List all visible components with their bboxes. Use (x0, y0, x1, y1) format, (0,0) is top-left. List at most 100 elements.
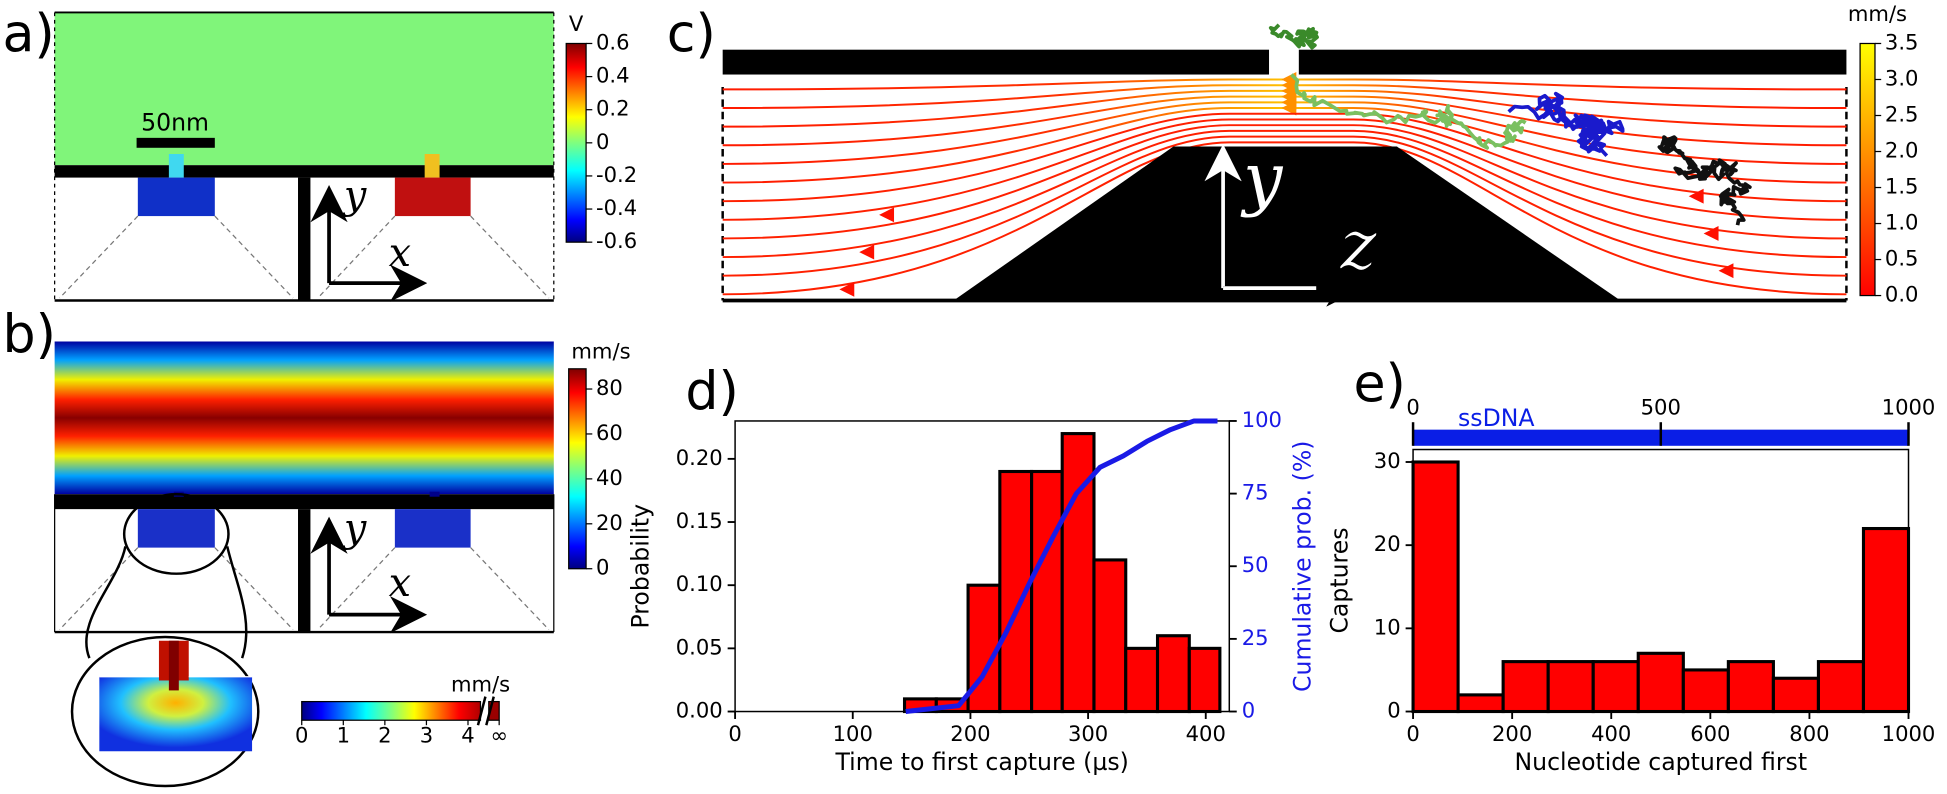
bar (1030, 469, 1064, 714)
panel-c-scene (721, 72, 1848, 301)
colorbar-tick-label: 0.6 (596, 29, 630, 54)
colorbar-tick-label: -0.2 (596, 162, 637, 187)
y-tick-label: 0.20 (676, 445, 723, 470)
colorbar-unit: mm/s (1848, 1, 1907, 26)
bar (1501, 660, 1550, 714)
y2-tick-label: 50 (1242, 552, 1269, 577)
axis-label: y (1240, 138, 1283, 219)
colorbar-tick-label: 1.0 (1885, 210, 1919, 235)
panel-a-scene (54, 11, 555, 302)
scale-bar-label: 50nm (141, 109, 209, 137)
panel-b-scene (54, 341, 555, 788)
streamline (722, 95, 1847, 147)
x-tick-label: 300 (1068, 721, 1108, 746)
bar (1816, 660, 1866, 714)
polymer (1290, 73, 1527, 150)
panel-label: b) (2, 305, 55, 365)
colorbar-tick-label: -0.4 (596, 195, 637, 220)
colorbar-unit: mm/s (571, 339, 630, 364)
panel-label: e) (1353, 354, 1405, 414)
panel-label: c) (667, 4, 716, 64)
bar (1771, 676, 1820, 714)
panel-label: a) (2, 4, 54, 64)
y-tick-label: 30 (1374, 448, 1401, 473)
colorbar-tick-label: 20 (596, 510, 623, 535)
x-tick-label: 0 (1406, 721, 1419, 746)
colorbar-tick-label: 3.5 (1885, 29, 1919, 54)
axis-label: z (1339, 205, 1377, 286)
colorbar-tick-label: 2.5 (1885, 102, 1919, 127)
flow-arrow (1703, 226, 1719, 241)
colorbar-tick-label: 0 (295, 722, 308, 747)
colorbar (565, 42, 587, 243)
flow-arrow (1281, 100, 1297, 116)
colorbar-tick-label: 0 (596, 555, 609, 580)
x-tick-label: 0 (728, 721, 741, 746)
y-tick-label: 0.10 (676, 571, 723, 596)
flow-arrow (839, 281, 855, 297)
axes-frame (1412, 448, 1910, 713)
axis-label: x (389, 230, 411, 276)
y2-tick-label: 0 (1242, 698, 1255, 723)
bar (1155, 634, 1191, 714)
x-tick-label: 400 (1591, 721, 1631, 746)
y-axis-label: Probability (626, 504, 654, 629)
x-tick-label: 800 (1789, 721, 1829, 746)
axis-break (476, 696, 495, 726)
bar (1187, 646, 1222, 714)
axis-label: y (342, 505, 367, 551)
x-tick-label: 200 (1492, 721, 1532, 746)
x-tick-label: 600 (1690, 721, 1730, 746)
y2-tick-label: 25 (1242, 625, 1269, 650)
colorbar-tick-label: 40 (596, 465, 623, 490)
streamline (722, 129, 1847, 259)
flow-arrow (1718, 263, 1734, 279)
y2-tick-label: 75 (1242, 480, 1269, 505)
colorbar-tick-label: 0.4 (596, 63, 630, 88)
x-tick-label: 400 (1186, 721, 1226, 746)
bar (1124, 646, 1160, 714)
streamline (722, 112, 1847, 203)
y-axis-label: Captures (1326, 528, 1354, 634)
flow-arrow (859, 244, 875, 260)
y2-axis-label: Cumulative prob. (%) (1288, 441, 1316, 692)
y-tick-label: 0.05 (676, 634, 723, 659)
colorbar (568, 368, 587, 570)
colorbar-tick-label: ∞ (490, 722, 508, 747)
x2-tick-label: 1000 (1882, 395, 1936, 420)
streamline (722, 118, 1847, 221)
bar (1060, 432, 1096, 714)
colorbar (301, 700, 482, 721)
bar (1861, 526, 1911, 714)
colorbar-tick-label: 4 (461, 722, 474, 747)
colorbar-tick-label: 2 (378, 722, 391, 747)
colorbar (1859, 42, 1876, 297)
bar (1546, 660, 1595, 714)
line-series (905, 418, 1218, 714)
flow-arrow (879, 207, 895, 223)
bar (1591, 660, 1640, 714)
panel-label: d) (685, 362, 738, 422)
streamline (722, 124, 1847, 240)
colorbar-tick-label: 3.0 (1885, 65, 1919, 90)
colorbar-tick-label: -0.6 (596, 228, 637, 253)
bar (1411, 460, 1460, 714)
colorbar-tick-label: 60 (596, 420, 623, 445)
polymer (1507, 91, 1625, 158)
bar (998, 469, 1034, 714)
x2-axis-label: ssDNA (1458, 404, 1535, 432)
x2-tick-label: 500 (1641, 395, 1681, 420)
colorbar-tick-label: 1.5 (1885, 174, 1919, 199)
colorbar-tick-label: 0.5 (1885, 246, 1919, 271)
colorbar-tick-label: 1 (337, 722, 350, 747)
y-tick-label: 10 (1374, 614, 1401, 639)
colorbar-tick-label: 2.0 (1885, 138, 1919, 163)
streamline (722, 141, 1847, 296)
y-tick-label: 0.00 (676, 698, 723, 723)
x-tick-label: 100 (833, 721, 873, 746)
colorbar-tick-label: 0.0 (1885, 282, 1919, 307)
bar (1636, 651, 1685, 714)
polymer (1268, 23, 1319, 50)
flow-arrow (1688, 188, 1704, 204)
